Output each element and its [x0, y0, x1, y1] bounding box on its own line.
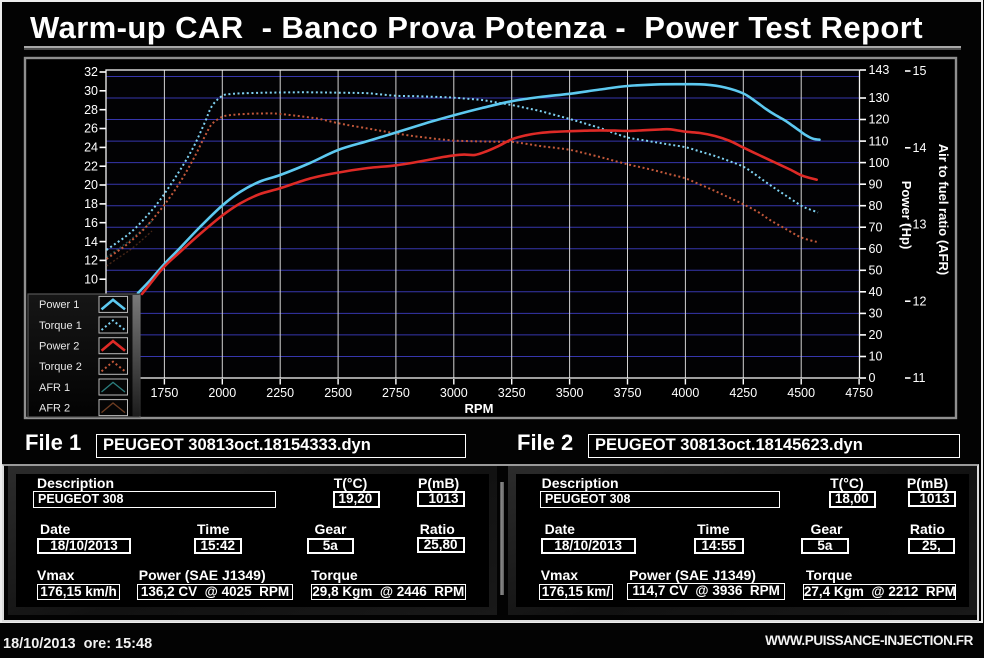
svg-text:3250: 3250 — [498, 386, 526, 400]
svg-text:4500: 4500 — [787, 386, 815, 400]
svg-text:13: 13 — [913, 218, 927, 232]
svg-text:30: 30 — [84, 84, 98, 98]
svg-text:130: 130 — [869, 91, 890, 105]
svg-text:22: 22 — [84, 159, 98, 173]
svg-text:15: 15 — [913, 64, 927, 78]
svg-text:3500: 3500 — [556, 386, 584, 400]
svg-text:60: 60 — [869, 242, 883, 256]
svg-text:18: 18 — [84, 197, 98, 211]
svg-text:1750: 1750 — [150, 386, 178, 400]
svg-text:10: 10 — [84, 272, 98, 286]
svg-text:Torque 2: Torque 2 — [39, 361, 82, 373]
svg-text:26: 26 — [84, 122, 98, 136]
svg-text:20: 20 — [869, 328, 883, 342]
svg-text:143: 143 — [869, 63, 890, 77]
svg-text:2000: 2000 — [208, 386, 236, 400]
svg-text:RPM: RPM — [465, 401, 494, 416]
svg-text:3750: 3750 — [614, 386, 642, 400]
svg-text:16: 16 — [84, 216, 98, 230]
svg-text:10: 10 — [869, 350, 883, 364]
svg-text:100: 100 — [869, 156, 890, 170]
svg-text:Power 1: Power 1 — [39, 299, 79, 311]
svg-text:90: 90 — [869, 177, 883, 191]
svg-text:Power 2: Power 2 — [39, 341, 79, 353]
svg-text:14: 14 — [84, 235, 98, 249]
svg-text:40: 40 — [869, 285, 883, 299]
svg-text:24: 24 — [84, 141, 98, 155]
svg-text:70: 70 — [869, 220, 883, 234]
svg-text:AFR 1: AFR 1 — [39, 382, 70, 394]
svg-text:30: 30 — [869, 307, 883, 321]
svg-text:32: 32 — [84, 65, 98, 79]
svg-text:Torque 1: Torque 1 — [39, 320, 82, 332]
svg-text:0: 0 — [869, 371, 876, 385]
svg-text:110: 110 — [869, 134, 889, 148]
svg-text:AFR 2: AFR 2 — [39, 402, 70, 414]
svg-text:14: 14 — [913, 141, 927, 155]
svg-text:120: 120 — [869, 113, 890, 127]
svg-text:12: 12 — [913, 294, 927, 308]
svg-text:80: 80 — [869, 199, 883, 213]
svg-text:3000: 3000 — [440, 386, 468, 400]
svg-text:4750: 4750 — [845, 386, 873, 400]
svg-text:28: 28 — [84, 103, 98, 117]
svg-text:11: 11 — [913, 371, 926, 385]
svg-text:Power (Hp): Power (Hp) — [899, 181, 914, 250]
svg-text:2500: 2500 — [324, 386, 352, 400]
svg-text:4000: 4000 — [671, 386, 699, 400]
svg-text:4250: 4250 — [729, 386, 757, 400]
svg-text:2750: 2750 — [382, 386, 410, 400]
svg-text:Air to fuel ratio (AFR): Air to fuel ratio (AFR) — [936, 144, 951, 275]
svg-text:2250: 2250 — [266, 386, 294, 400]
svg-text:12: 12 — [84, 254, 98, 268]
svg-text:50: 50 — [869, 264, 883, 278]
svg-text:20: 20 — [84, 178, 98, 192]
